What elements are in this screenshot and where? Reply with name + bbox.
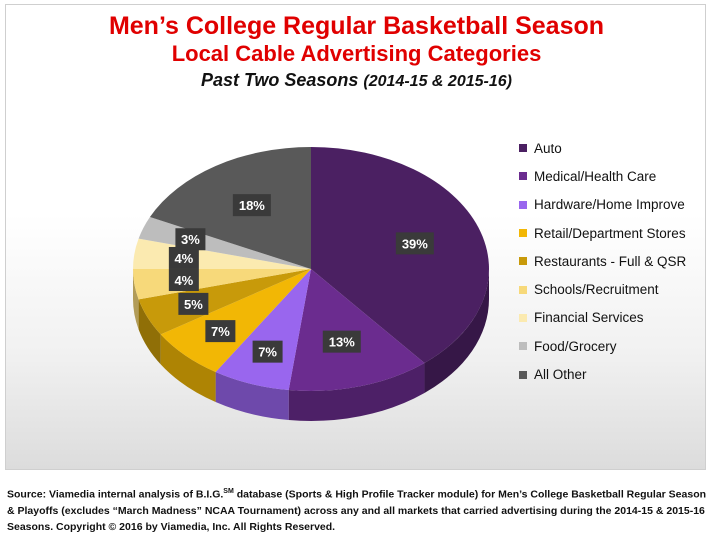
- data-label-7: 3%: [181, 232, 200, 247]
- source-text-sup: SM: [223, 488, 234, 495]
- data-label-5: 4%: [174, 273, 193, 288]
- pie-chart: 39% 13% 7% 7% 5% 4% 4% 3% 18%: [133, 147, 490, 421]
- pie-labels: 39% 13% 7% 7% 5% 4% 4% 3% 18%: [168, 194, 434, 363]
- pie-slice-1: [288, 269, 425, 391]
- legend-swatch-6: [519, 313, 527, 322]
- pie-sides: [133, 269, 489, 421]
- legend-label-2: Hardware/Home Improve: [534, 197, 685, 213]
- pie-slice-3: [160, 269, 311, 373]
- legend-label-5: Schools/Recruitment: [534, 282, 659, 298]
- pie-side-5: [133, 269, 139, 330]
- legend-swatch-5: [519, 285, 527, 294]
- legend-label-1: Medical/Health Care: [534, 168, 657, 184]
- legend-swatch-8: [519, 370, 527, 379]
- pie-side-0: [424, 269, 489, 394]
- legend-item-8: All Other: [519, 360, 699, 388]
- legend: Auto Medical/Health Care Hardware/Home Imp…: [519, 134, 699, 389]
- source-note: Source: Viamedia internal analysis of B.…: [7, 484, 707, 535]
- pie-slice-8: [149, 147, 311, 269]
- pie-side-4: [138, 299, 161, 365]
- data-label-box-4: [178, 292, 209, 315]
- legend-swatch-4: [519, 257, 527, 266]
- data-label-box-7: [175, 228, 206, 251]
- source-text-pre: Source: Viamedia internal analysis of B.…: [7, 488, 224, 501]
- data-label-6: 4%: [174, 251, 193, 266]
- title-block: Men’s College Regular Basketball Season …: [6, 11, 707, 95]
- legend-item-1: Medical/Health Care: [519, 162, 699, 190]
- pie-slice-2: [215, 269, 311, 391]
- data-label-box-3: [205, 320, 236, 343]
- chart-title: Men’s College Regular Basketball Season: [108, 12, 605, 40]
- legend-item-5: Schools/Recruitment: [519, 275, 699, 303]
- pie-side-3: [160, 334, 216, 403]
- legend-swatch-2: [519, 200, 527, 209]
- data-label-box-2: [252, 340, 283, 363]
- legend-item-0: Auto: [519, 134, 699, 162]
- legend-label-4: Restaurants - Full & QSR: [534, 253, 687, 269]
- data-label-2: 7%: [258, 345, 277, 360]
- data-label-1: 13%: [329, 335, 355, 350]
- pie-slice-4: [138, 269, 311, 335]
- legend-label-3: Retail/Department Stores: [534, 225, 686, 241]
- legend-label-7: Food/Grocery: [534, 338, 617, 354]
- legend-item-3: Retail/Department Stores: [519, 219, 699, 247]
- legend-label-8: All Other: [534, 367, 587, 383]
- data-label-box-1: [322, 330, 361, 353]
- pie-slice-0: [311, 147, 490, 364]
- data-label-0: 39%: [402, 236, 428, 251]
- legend-item-7: Food/Grocery: [519, 332, 699, 360]
- legend-item-4: Restaurants - Full & QSR: [519, 247, 699, 275]
- data-label-8: 18%: [239, 198, 265, 213]
- subtitle-2-paren: (2014-15 & 2015-16): [363, 73, 512, 90]
- legend-swatch-1: [519, 172, 527, 181]
- chart-subtitle: Local Cable Advertising Categories: [171, 41, 542, 66]
- legend-label-0: Auto: [534, 140, 562, 156]
- legend-swatch-0: [519, 144, 527, 153]
- subtitle-2-main: Past Two Seasons: [201, 70, 364, 90]
- data-label-4: 5%: [184, 297, 203, 312]
- legend-label-6: Financial Services: [534, 310, 644, 326]
- legend-item-6: Financial Services: [519, 304, 699, 332]
- data-label-3: 7%: [211, 324, 230, 339]
- source-text-post: database (Sports & High Profile Tracker …: [7, 488, 707, 533]
- legend-swatch-3: [519, 229, 527, 238]
- pie-tops: [133, 147, 490, 391]
- data-label-box-5: [168, 269, 199, 292]
- pie-side-2: [215, 372, 289, 421]
- data-label-box-8: [232, 194, 271, 217]
- data-label-box-6: [168, 246, 199, 269]
- chart-subtitle-2: Past Two Seasons (2014-15 & 2015-16): [6, 67, 707, 95]
- legend-item-2: Hardware/Home Improve: [519, 191, 699, 219]
- pie-side-1: [288, 363, 425, 421]
- data-label-box-0: [395, 232, 434, 255]
- legend-swatch-7: [519, 342, 527, 351]
